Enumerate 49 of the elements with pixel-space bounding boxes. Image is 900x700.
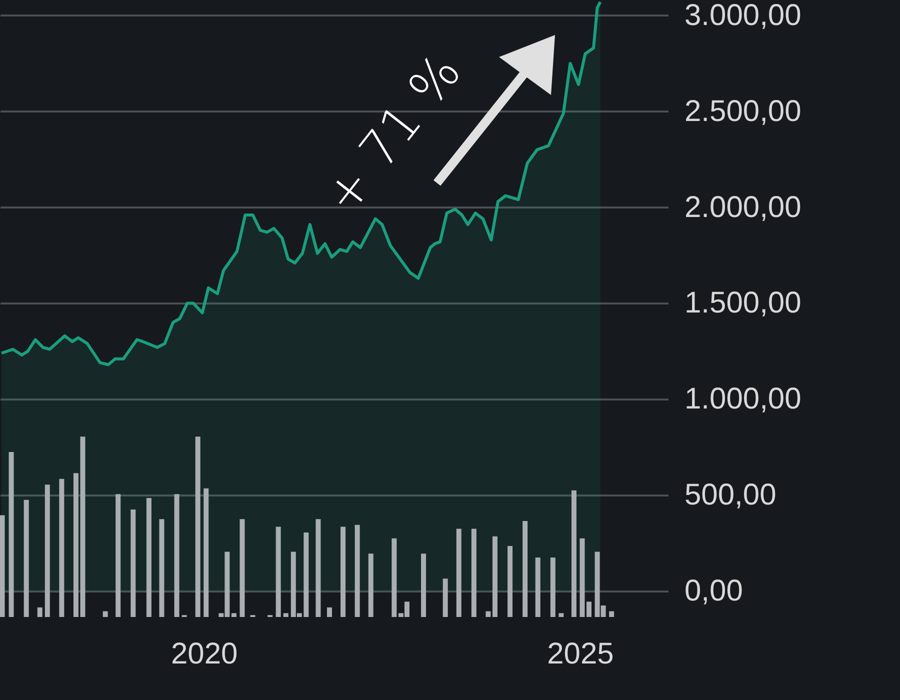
- bar: [159, 519, 164, 617]
- y-tick-label: 500,00: [684, 478, 776, 512]
- y-tick-label: 3.000,00: [684, 0, 802, 32]
- bar: [535, 558, 540, 617]
- y-tick-label: 1.000,00: [684, 382, 802, 416]
- bar: [146, 498, 152, 617]
- bar: [283, 613, 288, 617]
- bar: [59, 478, 64, 617]
- bar: [316, 519, 321, 617]
- bar: [37, 607, 42, 617]
- bar: [354, 524, 360, 617]
- bar: [130, 510, 136, 617]
- bar: [174, 494, 180, 617]
- bar: [471, 528, 476, 617]
- bar: [522, 521, 528, 617]
- y-tick-label: 1.500,00: [684, 286, 802, 320]
- y-tick-label: 2.500,00: [684, 94, 802, 128]
- bar: [442, 578, 448, 617]
- bar: [0, 515, 5, 617]
- bar: [231, 613, 236, 617]
- bar: [586, 602, 592, 617]
- bar: [195, 436, 200, 617]
- bar: [116, 494, 121, 617]
- bar: [486, 611, 491, 617]
- bar: [421, 554, 426, 617]
- bar: [8, 452, 14, 617]
- bar: [609, 611, 614, 617]
- bar: [368, 554, 374, 617]
- bar: [392, 538, 397, 617]
- annotation: + 71 %: [312, 43, 472, 225]
- bar: [24, 500, 29, 617]
- bar: [340, 526, 346, 617]
- bar: [571, 490, 576, 617]
- bar: [276, 526, 281, 617]
- bar: [102, 611, 108, 617]
- bar: [204, 488, 209, 617]
- bar: [44, 484, 50, 617]
- bar: [580, 538, 585, 617]
- bar: [492, 536, 498, 617]
- bar: [508, 546, 513, 617]
- bar: [326, 607, 332, 617]
- y-tick-label: 0,00: [684, 574, 743, 608]
- bar: [550, 558, 556, 617]
- bar: [240, 519, 245, 617]
- x-tick-label: 2020: [170, 638, 238, 670]
- x-tick-label: 2025: [547, 638, 614, 670]
- bar: [558, 613, 564, 617]
- y-tick-label: 2.000,00: [684, 190, 802, 224]
- bar: [456, 528, 462, 617]
